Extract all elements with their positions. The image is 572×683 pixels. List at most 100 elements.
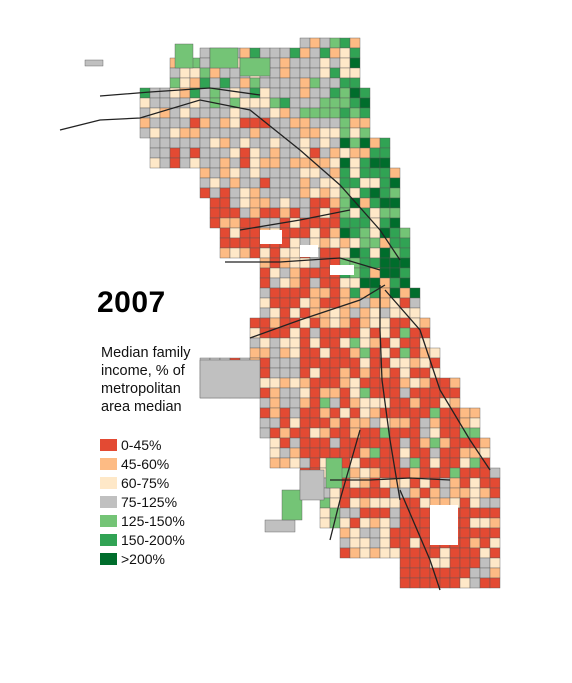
census-tract [379,447,391,459]
census-tract [289,87,301,99]
census-tract [449,397,461,409]
census-tract [389,397,401,409]
census-tract [209,197,221,209]
census-tract [299,137,311,149]
legend-item: 150-200% [100,530,185,549]
census-tract [349,487,361,499]
census-tract [279,257,291,269]
census-tract [329,507,341,519]
census-tract [379,207,391,219]
census-tract [309,457,321,469]
census-tract [279,447,291,459]
census-tract [309,107,321,119]
census-tract [259,97,271,109]
census-tract [339,127,351,139]
census-tract [349,407,361,419]
census-tract [279,137,291,149]
census-tract [379,527,391,539]
census-tract [349,237,361,249]
census-tract [319,417,331,429]
census-tract [359,217,371,229]
census-tract [299,177,311,189]
census-tract [269,267,281,279]
census-tract [459,487,471,499]
census-tract [459,527,471,539]
census-tract [479,517,491,529]
census-tract [239,197,251,209]
legend-title-line: metropolitan [101,381,181,397]
census-tract [319,407,331,419]
census-tract [349,217,361,229]
census-tract [279,377,291,389]
census-tract [379,217,391,229]
census-tract [264,519,296,533]
census-tract [159,117,171,129]
census-tract [289,237,301,249]
census-tract [339,537,351,549]
census-tract [309,437,321,449]
census-tract [269,77,281,89]
census-tract [289,327,301,339]
census-tract [199,359,261,399]
census-tract [239,137,251,149]
census-tract [159,157,171,169]
census-tract [369,277,381,289]
census-tract [349,497,361,509]
census-tract [469,457,481,469]
census-tract [209,157,221,169]
census-tract [339,387,351,399]
census-tract [309,357,321,369]
census-tract [319,277,331,289]
legend-item: 45-60% [100,454,185,473]
census-tract [259,287,271,299]
census-tract [329,337,341,349]
highway [99,87,261,97]
census-tract [199,67,211,79]
census-tract [349,247,361,259]
census-tract [349,37,361,49]
census-tract [399,557,411,569]
census-tract [369,357,381,369]
census-tract [329,77,341,89]
census-tract [219,77,231,89]
census-tract [369,487,381,499]
census-tract [369,347,381,359]
census-tract [449,447,461,459]
census-tract [309,197,321,209]
census-tract [359,117,371,129]
census-tract [489,467,501,479]
census-tract [329,47,341,59]
census-tract [359,417,371,429]
census-tract [469,477,481,489]
census-tract [409,497,421,509]
census-tract [329,287,341,299]
census-tract [279,107,291,119]
census-tract [479,557,491,569]
census-tract [339,287,351,299]
census-tract [219,137,231,149]
census-tract [479,527,491,539]
census-tract [319,67,331,79]
census-tract [309,317,321,329]
census-tract [279,277,291,289]
census-tract [319,297,331,309]
census-tract [469,507,481,519]
census-tract [409,377,421,389]
census-tract [199,57,211,69]
census-tract [479,577,491,589]
census-tract [299,267,311,279]
census-tract [269,347,281,359]
census-tract [469,557,481,569]
census-tract [419,567,431,579]
census-tract [359,367,371,379]
census-tract [229,197,241,209]
census-tract [399,327,411,339]
census-tract [309,127,321,139]
legend-swatch [100,533,117,546]
legend-swatch [100,476,117,489]
census-tract [359,157,371,169]
census-tract [399,377,411,389]
census-tract [281,489,303,521]
legend-label: 125-150% [121,512,185,529]
census-tract [309,347,321,359]
